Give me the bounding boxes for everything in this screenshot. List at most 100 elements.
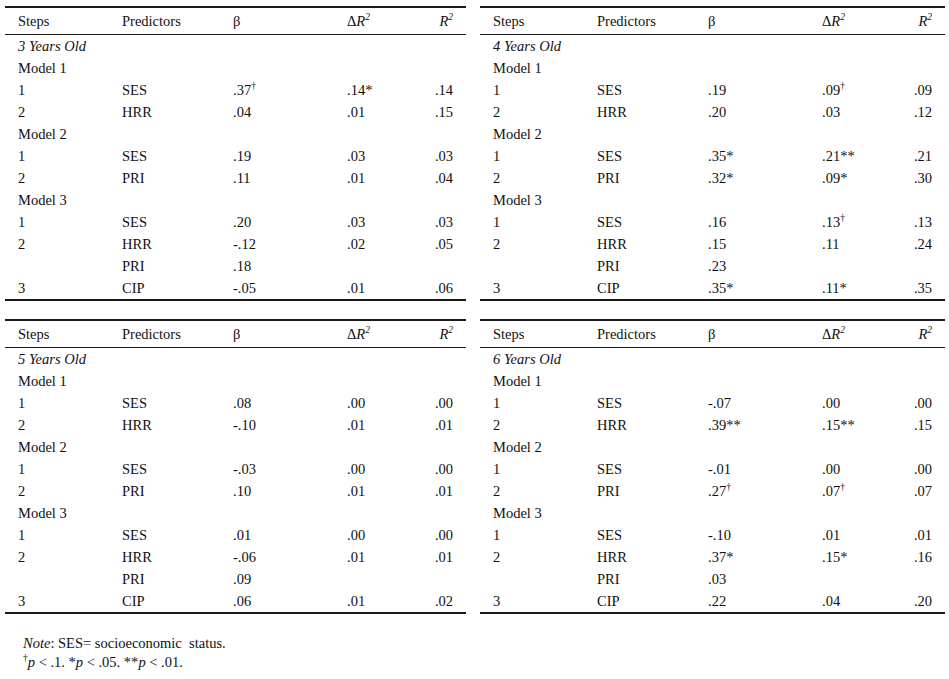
step-cell: 2 xyxy=(5,480,122,502)
beta-cell-value: .01 xyxy=(233,527,251,543)
delta-r2-cell-value: .15* xyxy=(822,549,847,565)
beta-cell-value: -.05 xyxy=(233,280,256,296)
step-cell: 2 xyxy=(480,101,597,123)
tables-grid: Steps Predictors β ΔR2 R2 3 Years Old Mod… xyxy=(5,6,949,614)
delta-r2-cell: .14* xyxy=(347,79,407,101)
r2-cell: .15 xyxy=(407,101,466,123)
delta-r2-cell: .03 xyxy=(347,145,407,167)
step-cell: 3 xyxy=(5,590,122,613)
r2-cell: .30 xyxy=(882,167,945,189)
r2-cell xyxy=(882,568,945,590)
table-row: 3CIP.06.01.02 xyxy=(5,590,466,613)
p-symbol: p xyxy=(28,654,35,670)
table-row: 1SES.16.13†.13 xyxy=(480,211,945,233)
r2-cell-value: .07 xyxy=(914,483,932,499)
model-label: Model 3 xyxy=(493,505,542,521)
r2-cell-value: .00 xyxy=(914,395,932,411)
age-group-label: 5 Years Old xyxy=(18,351,86,367)
delta-r2-cell-value: .00 xyxy=(347,461,365,477)
step-cell: 1 xyxy=(480,211,597,233)
beta-cell: .35* xyxy=(708,277,822,300)
delta-r2-cell-value: .00 xyxy=(822,395,840,411)
column-header-r2: R2 xyxy=(882,7,945,35)
table-row: 2HRR-.12.02.05 xyxy=(5,233,466,255)
model-label: Model 1 xyxy=(493,60,542,76)
beta-cell: .08 xyxy=(233,392,347,414)
beta-cell-value: -.10 xyxy=(708,527,731,543)
r2-cell: .12 xyxy=(882,101,945,123)
table-body: 3 Years OldModel 11SES.37†.14*.142HRR.04… xyxy=(5,35,466,301)
table-header: Steps Predictors β ΔR2 R2 xyxy=(5,320,466,348)
r2-cell: .00 xyxy=(407,392,466,414)
delta-r2-cell: .09* xyxy=(822,167,882,189)
r2-cell: .20 xyxy=(882,590,945,613)
regression-table-6-years: Steps Predictors β ΔR2 R2 6 Years OldMod… xyxy=(480,319,945,614)
beta-cell: .18 xyxy=(233,255,347,277)
predictor-cell-value: SES xyxy=(122,395,147,411)
model-label: Model 1 xyxy=(493,373,542,389)
predictor-cell: SES xyxy=(597,392,708,414)
beta-cell-value: .35* xyxy=(708,148,733,164)
predictor-cell: CIP xyxy=(597,590,708,613)
r2-cell: .00 xyxy=(407,458,466,480)
r2-cell: .00 xyxy=(407,524,466,546)
predictor-cell-value: HRR xyxy=(597,104,627,120)
delta-r2-cell-value: .02 xyxy=(347,236,365,252)
table-row: 2HRR.20.03.12 xyxy=(480,101,945,123)
header-row: Steps Predictors β ΔR2 R2 xyxy=(480,7,945,35)
step-cell: 1 xyxy=(5,79,122,101)
table-row: 1SES.37†.14*.14 xyxy=(5,79,466,101)
predictor-cell: PRI xyxy=(597,568,708,590)
step-cell: 1 xyxy=(5,392,122,414)
r2-cell: .03 xyxy=(407,145,466,167)
r2-cell xyxy=(407,255,466,277)
dagger-superscript: † xyxy=(251,81,256,91)
beta-cell: -.01 xyxy=(708,458,822,480)
predictor-cell-value: HRR xyxy=(122,236,152,252)
table-row: 1SES.19.03.03 xyxy=(5,145,466,167)
r2-cell: .15 xyxy=(882,414,945,436)
model-label: Model 1 xyxy=(18,60,67,76)
step-cell: 1 xyxy=(5,145,122,167)
beta-cell-value: .20 xyxy=(708,104,726,120)
r2-cell: .07 xyxy=(882,480,945,502)
model-row: Model 3 xyxy=(5,502,466,524)
delta-r2-cell-value: .01 xyxy=(347,417,365,433)
delta-r2-cell: .01 xyxy=(347,590,407,613)
r-symbol: R xyxy=(356,13,365,29)
model-label-cell: Model 3 xyxy=(5,502,466,524)
beta-cell-value: .37* xyxy=(708,549,733,565)
beta-cell-value: .35* xyxy=(708,280,733,296)
predictor-cell: HRR xyxy=(122,233,233,255)
delta-r2-cell: .00 xyxy=(347,458,407,480)
r2-cell-value: .09 xyxy=(914,82,932,98)
model-row: Model 3 xyxy=(480,502,945,524)
table-row: 1SES-.03.00.00 xyxy=(5,458,466,480)
model-label: Model 2 xyxy=(18,126,67,142)
step-cell-value: 3 xyxy=(493,593,500,609)
step-cell xyxy=(5,568,122,590)
r2-cell xyxy=(407,568,466,590)
step-cell-value: 2 xyxy=(18,170,25,186)
step-cell-value: 3 xyxy=(18,280,25,296)
predictor-cell: SES xyxy=(597,145,708,167)
regression-table: Steps Predictors β ΔR2 R2 3 Years OldMod… xyxy=(5,6,466,301)
predictor-cell: CIP xyxy=(122,590,233,613)
r2-cell: .21 xyxy=(882,145,945,167)
beta-cell: .19 xyxy=(233,145,347,167)
superscript-2: 2 xyxy=(840,325,845,335)
table-row: 2PRI.27†.07†.07 xyxy=(480,480,945,502)
table-row: PRI.09 xyxy=(5,568,466,590)
table-row: 1SES-.01.00.00 xyxy=(480,458,945,480)
beta-cell: .11 xyxy=(233,167,347,189)
delta-r2-cell: .04 xyxy=(822,590,882,613)
step-cell: 2 xyxy=(480,480,597,502)
table-row: 3CIP.35*.11*.35 xyxy=(480,277,945,300)
age-group-label-cell: 3 Years Old xyxy=(5,35,466,58)
delta-r2-cell: .03 xyxy=(347,211,407,233)
beta-cell: .37† xyxy=(233,79,347,101)
step-cell-value: 2 xyxy=(493,549,500,565)
step-cell-value: 2 xyxy=(493,483,500,499)
model-label-cell: Model 2 xyxy=(5,436,466,458)
beta-cell: .39** xyxy=(708,414,822,436)
